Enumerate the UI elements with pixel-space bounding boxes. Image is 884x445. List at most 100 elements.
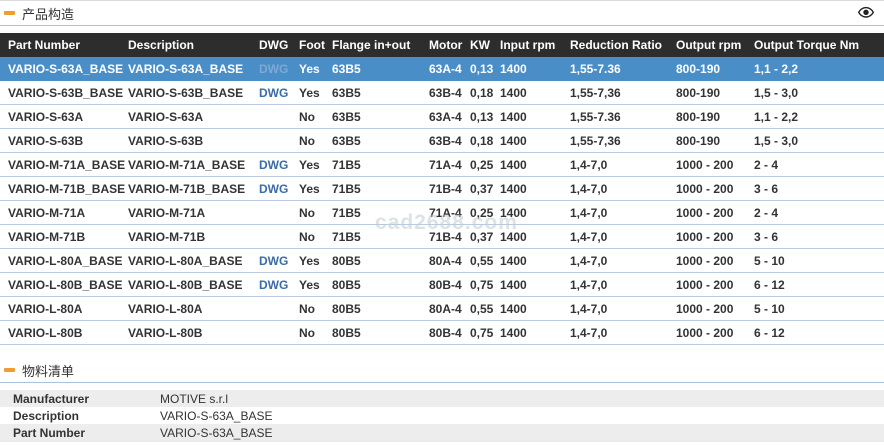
cell-output-rpm: 800-190 [676,80,754,105]
cell-kw: 0,25 [470,200,500,225]
dwg-link[interactable]: DWG [259,80,299,105]
dwg-link[interactable]: DWG [259,176,299,201]
cell-input-rpm: 1400 [500,57,570,81]
cell-flange-in-out: 63B5 [332,104,429,129]
product-table: Part Number Description DWG Foot Flange in+o… [0,33,884,345]
cell-foot: Yes [299,176,332,201]
cell-motor: 63B-4 [429,128,470,153]
column-header-flange-in-out: Flange in+out [332,33,429,57]
cell-output-torque-nm: 2 - 4 [754,200,884,225]
column-header-input-rpm: Input rpm [500,33,570,57]
cell-flange-in-out: 80B5 [332,320,429,345]
cell-description: VARIO-L-80A [128,296,259,321]
column-header-dwg: DWG [259,33,299,57]
product-row[interactable]: VARIO-S-63B_BASE VARIO-S-63B_BASE DWG Yes 63… [0,80,884,105]
product-row[interactable]: VARIO-S-63A VARIO-S-63A No 63B5 63A-4 0,13 140… [0,104,884,129]
cell-kw: 0,18 [470,128,500,153]
cell-foot: No [299,128,332,153]
cell-reduction-ratio: 1,55-7.36 [570,57,676,81]
product-row[interactable]: VARIO-M-71B_BASE VARIO-M-71B_BASE DWG Yes 71… [0,176,884,201]
cell-kw: 0,18 [470,80,500,105]
cell-reduction-ratio: 1,4-7,0 [570,296,676,321]
product-row[interactable]: VARIO-S-63B VARIO-S-63B No 63B5 63B-4 0,18 140… [0,128,884,153]
cell-input-rpm: 1400 [500,320,570,345]
cell-description: VARIO-M-71B_BASE [128,176,259,201]
cell-motor: 63A-4 [429,104,470,129]
cell-output-rpm: 800-190 [676,128,754,153]
collapse-minus-icon[interactable] [4,11,15,15]
eye-icon[interactable] [857,5,875,20]
cell-part-number: VARIO-M-71B_BASE [0,176,128,201]
cell-reduction-ratio: 1,4-7,0 [570,200,676,225]
cell-part-number: VARIO-L-80A [0,296,128,321]
cell-output-torque-nm: 1,5 - 3,0 [754,80,884,105]
cell-output-torque-nm: 5 - 10 [754,248,884,273]
bill-of-materials-title: 物料清单 [22,363,75,379]
cell-dwg [259,200,299,225]
cell-foot: Yes [299,57,332,81]
cell-description: VARIO-M-71B [128,224,259,249]
cell-kw: 0,37 [470,224,500,249]
product-row[interactable]: VARIO-S-63A_BASE VARIO-S-63A_BASE DWG Yes 63… [0,57,884,81]
cell-reduction-ratio: 1,55-7,36 [570,80,676,105]
cell-flange-in-out: 63B5 [332,80,429,105]
cell-dwg [259,296,299,321]
cell-motor: 80A-4 [429,248,470,273]
cell-reduction-ratio: 1,4-7,0 [570,152,676,177]
cell-reduction-ratio: 1,4-7,0 [570,224,676,249]
cell-output-torque-nm: 3 - 6 [754,224,884,249]
cell-output-torque-nm: 5 - 10 [754,296,884,321]
cell-kw: 0,13 [470,104,500,129]
product-row[interactable]: VARIO-L-80A VARIO-L-80A No 80B5 80A-4 0,55 140… [0,296,884,321]
cell-description: VARIO-M-71A_BASE [128,152,259,177]
cell-output-torque-nm: 1,1 - 2,2 [754,104,884,129]
bom-label: Manufacturer [13,391,90,406]
bom-value: MOTIVE s.r.l [160,391,229,406]
cell-output-rpm: 1000 - 200 [676,296,754,321]
bom-row: Description VARIO-S-63A_BASE [0,407,884,424]
dwg-link[interactable]: DWG [259,248,299,273]
dwg-link[interactable]: DWG [259,272,299,297]
cell-reduction-ratio: 1,4-7,0 [570,272,676,297]
cell-input-rpm: 1400 [500,200,570,225]
dwg-link[interactable]: DWG [259,152,299,177]
cell-output-rpm: 1000 - 200 [676,200,754,225]
product-row[interactable]: VARIO-L-80A_BASE VARIO-L-80A_BASE DWG Yes 80… [0,248,884,273]
cell-description: VARIO-S-63A [128,104,259,129]
dwg-link[interactable]: DWG [259,57,299,81]
cell-reduction-ratio: 1,4-7,0 [570,320,676,345]
cell-reduction-ratio: 1,4-7,0 [570,176,676,201]
product-row[interactable]: VARIO-M-71B VARIO-M-71B No 71B5 71B-4 0,37 140… [0,224,884,249]
cell-input-rpm: 1400 [500,104,570,129]
cell-part-number: VARIO-S-63A_BASE [0,57,128,81]
cell-kw: 0,37 [470,176,500,201]
product-row[interactable]: VARIO-M-71A_BASE VARIO-M-71A_BASE DWG Yes 71… [0,152,884,177]
product-row[interactable]: VARIO-L-80B_BASE VARIO-L-80B_BASE DWG Yes 80… [0,272,884,297]
column-header-foot: Foot [299,33,332,57]
cell-flange-in-out: 71B5 [332,176,429,201]
cell-description: VARIO-S-63B_BASE [128,80,259,105]
collapse-minus-icon[interactable] [4,368,15,372]
column-header-motor: Motor [429,33,470,57]
cell-output-torque-nm: 6 - 12 [754,272,884,297]
cell-flange-in-out: 71B5 [332,224,429,249]
cell-output-rpm: 1000 - 200 [676,320,754,345]
cell-output-torque-nm: 1,1 - 2,2 [754,57,884,81]
bom-value: VARIO-S-63A_BASE [160,425,273,440]
cell-kw: 0,75 [470,272,500,297]
cell-input-rpm: 1400 [500,296,570,321]
cell-kw: 0,55 [470,296,500,321]
cell-motor: 63A-4 [429,57,470,81]
product-row[interactable]: VARIO-M-71A VARIO-M-71A No 71B5 71A-4 0,25 140… [0,200,884,225]
cell-description: VARIO-L-80B_BASE [128,272,259,297]
product-row[interactable]: VARIO-L-80B VARIO-L-80B No 80B5 80B-4 0,75 140… [0,320,884,345]
table-header-row: Part Number Description DWG Foot Flange in+o… [0,33,884,57]
bom-row: Manufacturer MOTIVE s.r.l [0,390,884,407]
column-header-kw: KW [470,33,500,57]
cell-kw: 0,55 [470,248,500,273]
cell-foot: Yes [299,248,332,273]
cell-input-rpm: 1400 [500,248,570,273]
cell-input-rpm: 1400 [500,152,570,177]
product-structure-title: 产品构造 [22,6,75,22]
cell-foot: Yes [299,80,332,105]
